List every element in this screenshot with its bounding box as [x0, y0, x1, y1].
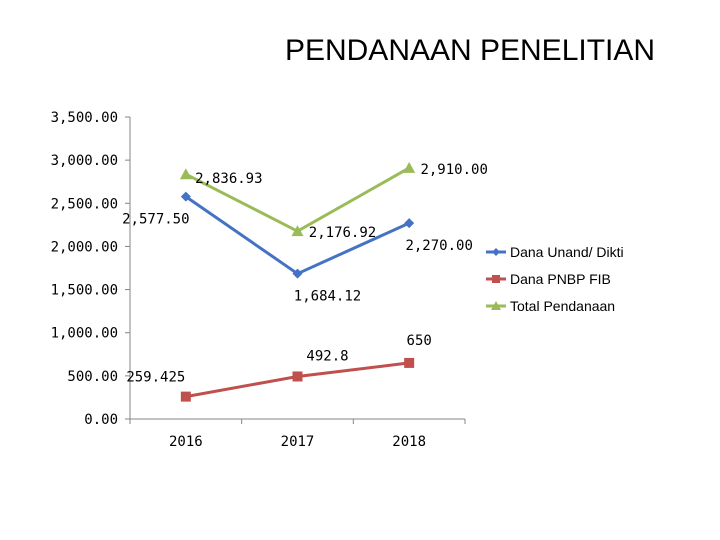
- y-tick-label: 1,500.00: [51, 283, 118, 299]
- diamond-marker: [180, 191, 191, 202]
- legend-label: Total Pendanaan: [510, 298, 615, 314]
- data-label: 2,270.00: [405, 238, 472, 254]
- diamond-marker: [292, 268, 303, 279]
- series-dana-pnbp-fib: [180, 357, 415, 402]
- y-tick-label: 3,000.00: [51, 153, 118, 169]
- data-label: 2,836.93: [195, 171, 262, 187]
- axes: 0.00 500.00 1,000.00 1,500.00 2,000.00 2,500.…: [51, 110, 466, 450]
- triangle-marker: [403, 161, 416, 173]
- legend: Dana Unand/ Dikti Dana PNBP FIB Total Pend…: [486, 244, 624, 314]
- diamond-marker: [404, 218, 415, 229]
- y-tick-label: 500.00: [67, 369, 118, 385]
- data-label: 2,176.92: [309, 225, 376, 241]
- chart-title: PENDANAAN PENELITIAN: [285, 34, 655, 67]
- x-tick-label: 2017: [281, 434, 315, 450]
- data-label: 1,684.12: [294, 289, 361, 305]
- data-label: 492.8: [306, 348, 348, 364]
- y-tick-label: 2,000.00: [51, 239, 118, 255]
- square-marker: [180, 391, 191, 402]
- legend-label: Dana PNBP FIB: [510, 271, 611, 287]
- diamond-marker: [492, 248, 500, 256]
- legend-item: Dana PNBP FIB: [486, 271, 611, 287]
- triangle-marker: [491, 301, 501, 310]
- y-tick-label: 2,500.00: [51, 196, 118, 212]
- triangle-marker: [179, 168, 192, 180]
- triangle-marker: [291, 225, 304, 237]
- data-label: 2,577.50: [122, 212, 189, 228]
- x-tick-label: 2018: [392, 434, 426, 450]
- data-label: 2,910.00: [420, 162, 487, 178]
- x-tick-label: 2016: [169, 434, 203, 450]
- data-labels: 2,577.50 1,684.12 2,270.00 259.425 492.8 650 2…: [122, 162, 488, 386]
- legend-item: Dana Unand/ Dikti: [486, 244, 624, 260]
- data-label: 650: [407, 333, 432, 349]
- legend-label: Dana Unand/ Dikti: [510, 244, 624, 260]
- legend-item: Total Pendanaan: [486, 298, 615, 314]
- series-total-pendanaan: [179, 161, 416, 237]
- y-tick-label: 0.00: [84, 412, 118, 428]
- y-tick-label: 1,000.00: [51, 326, 118, 342]
- series-layer: [179, 161, 416, 402]
- square-marker: [404, 357, 415, 368]
- square-marker: [292, 371, 303, 382]
- data-label: 259.425: [126, 370, 185, 386]
- square-marker: [492, 275, 500, 283]
- y-tick-label: 3,500.00: [51, 110, 118, 126]
- series-dana-unand-dikti: [180, 191, 415, 279]
